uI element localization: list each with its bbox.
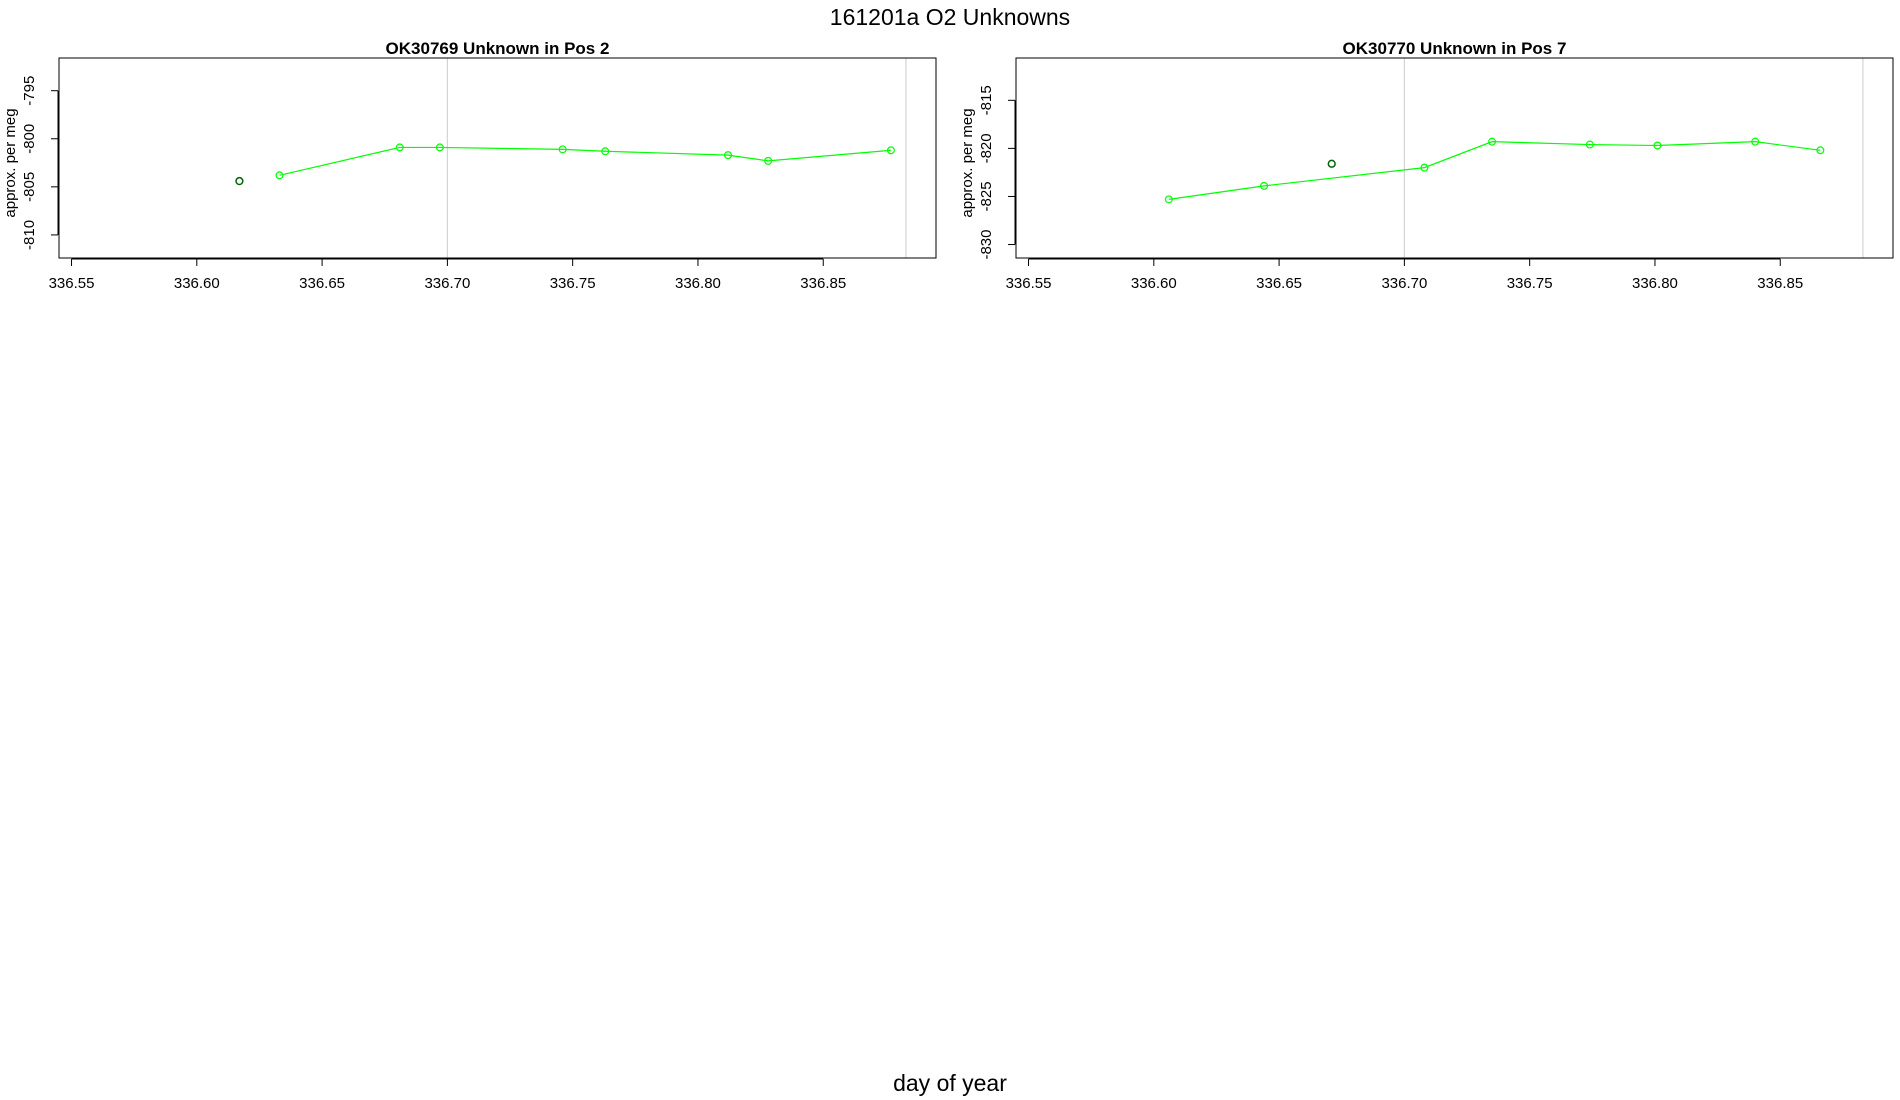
data-point: [764, 156, 773, 165]
x-tick-label: 336.65: [1256, 275, 1302, 292]
data-point: [1816, 146, 1825, 155]
x-tick-label: 336.85: [800, 275, 846, 292]
data-point: [724, 151, 733, 160]
x-tick-label: 336.80: [675, 275, 721, 292]
data-point: [1488, 137, 1497, 146]
x-tick-label: 336.55: [1006, 275, 1052, 292]
data-point: [558, 145, 567, 154]
y-axis-label: approx. per meg: [959, 108, 976, 217]
data-point: [886, 146, 895, 155]
x-tick-label: 336.85: [1757, 275, 1803, 292]
data-point: [1751, 137, 1760, 146]
outlier-point: [235, 176, 244, 186]
y-tick-label: -830: [978, 230, 995, 260]
data-point: [395, 143, 404, 152]
data-point: [1164, 195, 1173, 204]
outlier-point: [1327, 159, 1336, 168]
y-tick-label: -820: [978, 133, 995, 163]
x-tick-label: 336.70: [424, 275, 470, 292]
y-tick-label: -825: [978, 181, 995, 211]
x-tick-label: 336.80: [1632, 275, 1678, 292]
y-tick-label: -795: [21, 76, 38, 106]
panel-title: OK30770 Unknown in Pos 7: [1343, 39, 1567, 58]
plot-frame: [1015, 57, 1894, 259]
y-tick-label: -800: [21, 124, 38, 154]
y-tick-label: -815: [978, 85, 995, 115]
y-axis-label: approx. per meg: [2, 108, 19, 217]
chart-main-title: 161201a O2 Unknowns: [829, 4, 1071, 30]
x-tick-label: 336.70: [1381, 275, 1427, 292]
data-point: [275, 171, 284, 180]
plot-frame: [58, 57, 937, 259]
x-axis-label: day of year: [893, 1070, 1007, 1096]
data-point: [1260, 181, 1269, 190]
data-point: [1653, 141, 1662, 150]
series-line: [1168, 141, 1821, 200]
data-point: [1420, 163, 1429, 172]
x-tick-label: 336.75: [550, 275, 596, 292]
data-point: [601, 147, 610, 156]
x-tick-label: 336.60: [1131, 275, 1177, 292]
x-tick-label: 336.60: [174, 275, 220, 292]
series-line: [279, 146, 891, 176]
x-tick-label: 336.75: [1507, 275, 1553, 292]
panel-title: OK30769 Unknown in Pos 2: [386, 39, 610, 58]
y-tick-label: -805: [21, 172, 38, 202]
data-point: [1585, 140, 1594, 149]
y-tick-label: -810: [21, 220, 38, 250]
data-point: [435, 143, 444, 152]
x-tick-label: 336.55: [49, 275, 95, 292]
x-tick-label: 336.65: [299, 275, 345, 292]
